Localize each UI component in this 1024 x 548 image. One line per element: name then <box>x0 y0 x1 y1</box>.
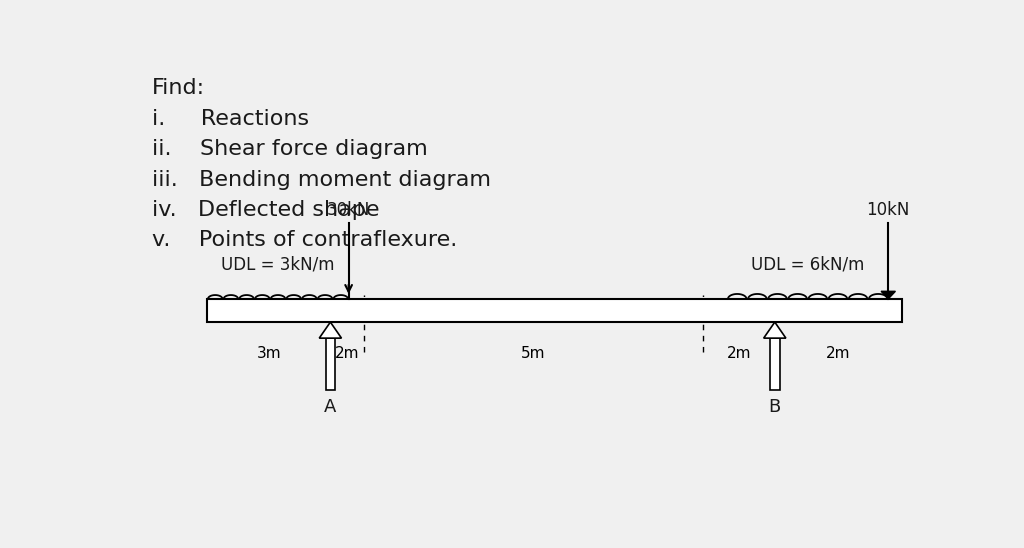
Text: ii.    Shear force diagram: ii. Shear force diagram <box>152 139 428 159</box>
Polygon shape <box>319 322 341 338</box>
Text: UDL = 6kN/m: UDL = 6kN/m <box>751 256 864 274</box>
Text: iv.   Deflected shape: iv. Deflected shape <box>152 200 379 220</box>
Text: A: A <box>325 398 337 416</box>
Bar <box>326 338 335 390</box>
Text: 10kN: 10kN <box>866 201 910 219</box>
Text: UDL = 3kN/m: UDL = 3kN/m <box>221 256 335 274</box>
Text: 3m: 3m <box>257 346 282 361</box>
Text: B: B <box>769 398 781 416</box>
Text: Find:: Find: <box>152 78 205 99</box>
Text: 2m: 2m <box>335 346 359 361</box>
Bar <box>207 299 902 322</box>
Text: iii.   Bending moment diagram: iii. Bending moment diagram <box>152 169 490 190</box>
Text: v.    Points of contraflexure.: v. Points of contraflexure. <box>152 230 457 250</box>
Text: 30kN: 30kN <box>327 201 371 219</box>
Bar <box>770 338 779 390</box>
Text: 2m: 2m <box>727 346 752 361</box>
Text: 2m: 2m <box>826 346 851 361</box>
Text: 5m: 5m <box>521 346 546 361</box>
Text: i.     Reactions: i. Reactions <box>152 109 309 129</box>
Polygon shape <box>764 322 785 338</box>
Polygon shape <box>881 292 895 299</box>
